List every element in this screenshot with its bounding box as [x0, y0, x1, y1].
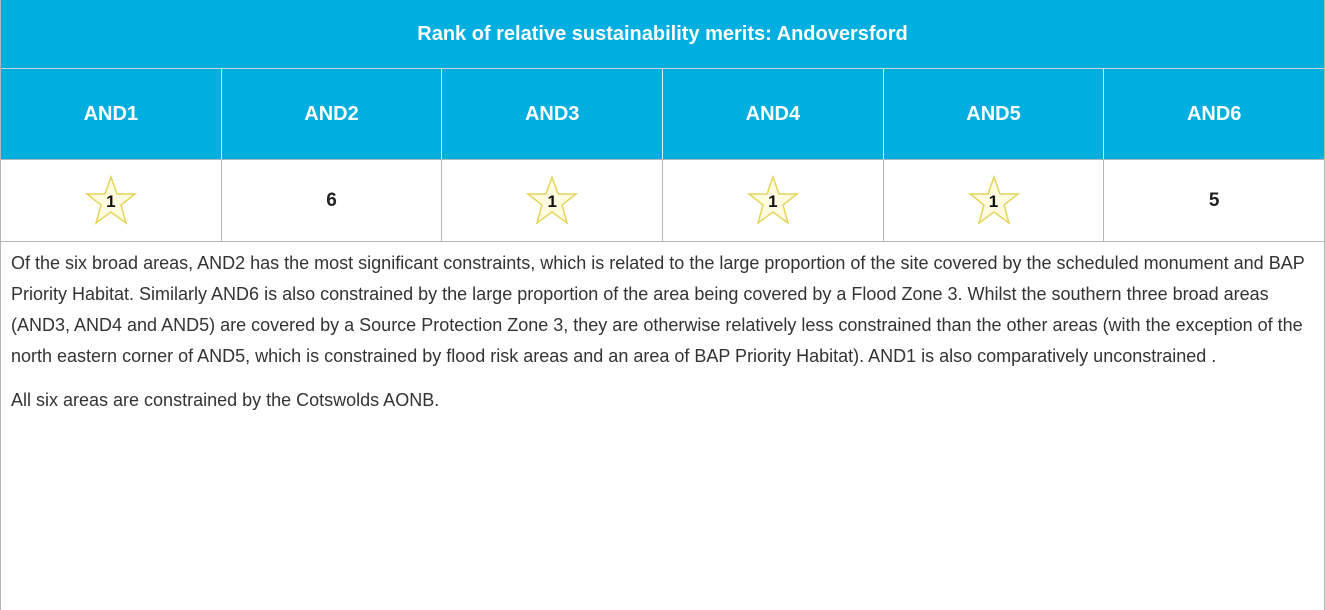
rank-value: 5 [1208, 189, 1220, 211]
commentary: Of the six broad areas, AND2 has the mos… [1, 242, 1324, 416]
rank-value: 1 [547, 191, 557, 211]
header-row: AND1 AND2 AND3 AND4 AND5 AND6 [1, 69, 1325, 159]
column-header: AND2 [221, 69, 443, 159]
rank-cell: 1 [883, 159, 1105, 242]
star-icon [526, 174, 579, 225]
star-badge: 1 [526, 174, 579, 227]
paragraph: All six areas are constrained by the Cot… [11, 390, 440, 410]
column-header: AND3 [442, 69, 664, 159]
column-header: AND4 [663, 69, 884, 159]
rank-cell: 6 [221, 159, 443, 242]
column-header: AND1 [1, 69, 222, 159]
rank-value: 6 [326, 189, 337, 211]
rank-cell: 1 [1, 159, 222, 242]
star-icon [84, 174, 137, 225]
star-badge: 1 [746, 174, 799, 227]
star-icon [967, 174, 1020, 225]
rank-cell: 1 [663, 159, 884, 242]
rank-value: 1 [106, 191, 116, 211]
table-title: Rank of relative sustainability merits: … [1, 0, 1324, 69]
column-header: AND6 [1104, 69, 1325, 159]
rank-value: 1 [768, 191, 778, 211]
paragraph: Of the six broad areas, AND2 has the mos… [11, 253, 1305, 366]
star-badge: 1 [84, 174, 137, 227]
rank-cell: 5 [1104, 159, 1325, 242]
star-badge: 1 [967, 174, 1020, 227]
column-header: AND5 [883, 69, 1105, 159]
star-icon [746, 174, 799, 225]
rank-value: 1 [988, 191, 999, 211]
rank-cell: 1 [442, 159, 664, 242]
